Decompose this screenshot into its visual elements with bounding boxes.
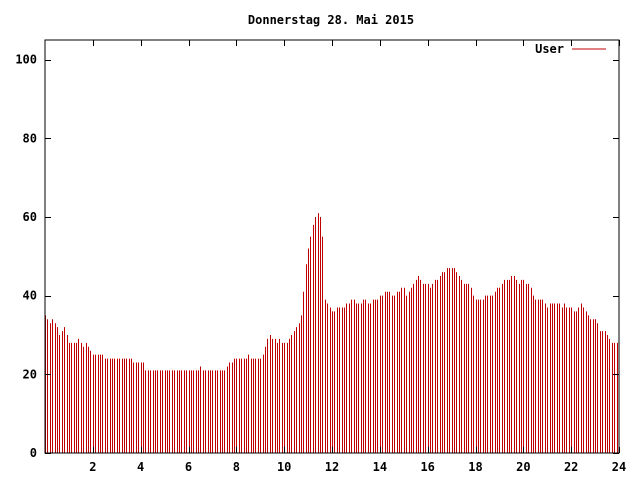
x-tick-label: 4 bbox=[137, 460, 144, 474]
x-tick-label: 2 bbox=[89, 460, 96, 474]
y-tick-label: 40 bbox=[23, 289, 37, 303]
y-tick-label: 100 bbox=[15, 53, 37, 67]
x-tick-label: 18 bbox=[468, 460, 482, 474]
y-tick-label: 20 bbox=[23, 367, 37, 381]
x-tick-label: 8 bbox=[233, 460, 240, 474]
y-tick-label: 60 bbox=[23, 210, 37, 224]
x-tick-label: 24 bbox=[612, 460, 626, 474]
x-tick-label: 6 bbox=[185, 460, 192, 474]
x-tick-label: 10 bbox=[277, 460, 291, 474]
legend: User bbox=[535, 42, 606, 56]
legend-label: User bbox=[535, 42, 564, 56]
x-tick-label: 16 bbox=[420, 460, 434, 474]
y-tick-label: 0 bbox=[30, 446, 37, 460]
chart-title: Donnerstag 28. Mai 2015 bbox=[248, 13, 414, 27]
y-tick-label: 80 bbox=[23, 131, 37, 145]
x-tick-label: 22 bbox=[564, 460, 578, 474]
x-tick-label: 14 bbox=[373, 460, 387, 474]
bar-series bbox=[45, 213, 618, 453]
x-tick-label: 12 bbox=[325, 460, 339, 474]
x-tick-label: 20 bbox=[516, 460, 530, 474]
